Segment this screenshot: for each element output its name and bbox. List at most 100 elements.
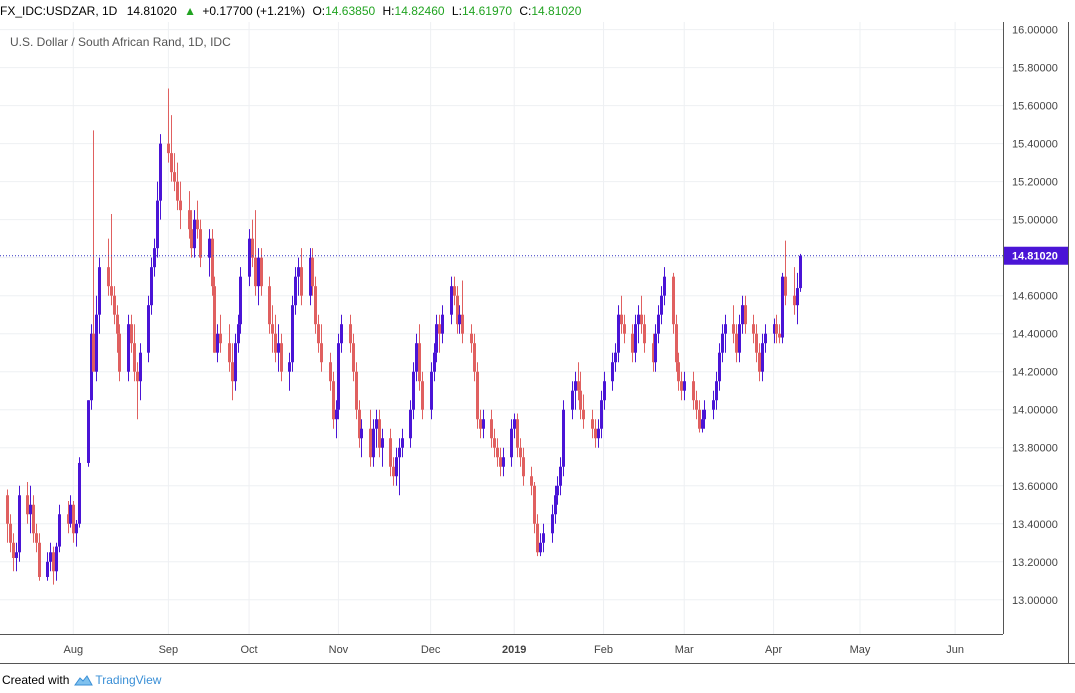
candle — [435, 314, 438, 363]
candle — [652, 333, 655, 372]
candle-body — [703, 409, 706, 420]
close-label: C: — [519, 4, 532, 18]
candle — [46, 552, 49, 581]
candle-body — [78, 462, 81, 524]
candle-body — [453, 286, 456, 296]
candle — [623, 314, 626, 344]
candle — [349, 314, 352, 353]
candle-body — [611, 362, 614, 382]
close-value: 14.81020 — [531, 4, 582, 18]
candle-body — [597, 428, 600, 439]
candle — [433, 343, 436, 382]
candle-body — [752, 324, 755, 334]
candle — [288, 352, 291, 391]
candle-body — [522, 457, 525, 477]
candle-body — [92, 333, 95, 372]
candle-body — [389, 438, 392, 467]
candle — [513, 413, 516, 439]
candle-body — [208, 238, 211, 258]
candle-body — [179, 200, 182, 211]
candle-body — [294, 276, 297, 306]
candle-body — [231, 362, 234, 382]
tradingview-logo[interactable]: TradingView — [73, 673, 161, 687]
y-tick-label: 16.00000 — [1012, 25, 1058, 37]
candle-body — [254, 257, 257, 287]
candle — [78, 457, 81, 528]
candle-body — [67, 514, 70, 524]
candle — [352, 333, 355, 382]
candle — [395, 447, 398, 486]
candle-body — [781, 276, 784, 338]
candle — [176, 162, 179, 211]
candle-body — [52, 552, 55, 572]
candle-body — [600, 400, 603, 429]
candle — [173, 153, 176, 192]
candle — [398, 438, 401, 496]
candle — [69, 495, 72, 528]
y-tick-label: 15.80000 — [1012, 63, 1058, 75]
candle-body — [15, 552, 18, 558]
candle — [90, 324, 93, 410]
candle — [107, 238, 110, 296]
candle-body — [631, 333, 634, 353]
candle-body — [190, 229, 193, 249]
candle-body — [58, 514, 61, 547]
candle — [32, 495, 35, 543]
candle — [196, 200, 199, 239]
candle — [239, 267, 242, 334]
candle — [617, 305, 620, 363]
candle — [496, 438, 499, 467]
candle — [190, 210, 193, 258]
y-tick-label: 14.40000 — [1012, 329, 1058, 341]
y-tick-label: 14.00000 — [1012, 405, 1058, 417]
candle-body — [496, 447, 499, 458]
candle-body — [562, 409, 565, 467]
candle — [337, 333, 340, 420]
low-value: 14.61970 — [461, 4, 512, 18]
candle — [761, 333, 764, 382]
candle-body — [510, 428, 513, 458]
candle — [421, 371, 424, 420]
candle-body — [796, 288, 799, 306]
candle-body — [113, 295, 116, 315]
candle-body — [519, 447, 522, 458]
candle-body — [378, 419, 381, 448]
symbol-label[interactable]: FX_IDC:USDZAR, 1D — [0, 4, 118, 18]
x-tick-label: Apr — [765, 644, 782, 656]
candle — [358, 400, 361, 448]
candle-body — [116, 314, 119, 334]
candle-body — [775, 324, 778, 334]
candle-body — [574, 381, 577, 391]
candle — [340, 314, 343, 353]
candle — [680, 371, 683, 401]
candle — [631, 324, 634, 363]
y-tick-label: 13.60000 — [1012, 481, 1058, 493]
up-arrow-icon: ▲ — [184, 4, 196, 18]
candle-body — [744, 305, 747, 325]
candle-body — [127, 324, 130, 372]
candle — [179, 181, 182, 230]
candle-body — [167, 143, 170, 154]
candle — [98, 257, 101, 334]
candle-body — [271, 324, 274, 334]
y-tick-label: 14.60000 — [1012, 291, 1058, 303]
candle-body — [375, 419, 378, 429]
candle — [493, 428, 496, 458]
candle — [110, 213, 113, 306]
candle — [643, 314, 646, 353]
candle-body — [401, 438, 404, 448]
candle-body — [418, 343, 421, 382]
candle-body — [536, 523, 539, 553]
candle — [317, 314, 320, 353]
candle-body — [718, 352, 721, 382]
candle — [519, 438, 522, 467]
y-tick-label: 14.20000 — [1012, 367, 1058, 379]
candle-body — [533, 485, 536, 524]
candle-body — [603, 381, 606, 401]
candle-body — [372, 428, 375, 458]
candle-body — [559, 466, 562, 486]
candle-body — [188, 210, 191, 230]
candle — [438, 314, 441, 353]
candle — [87, 400, 90, 467]
